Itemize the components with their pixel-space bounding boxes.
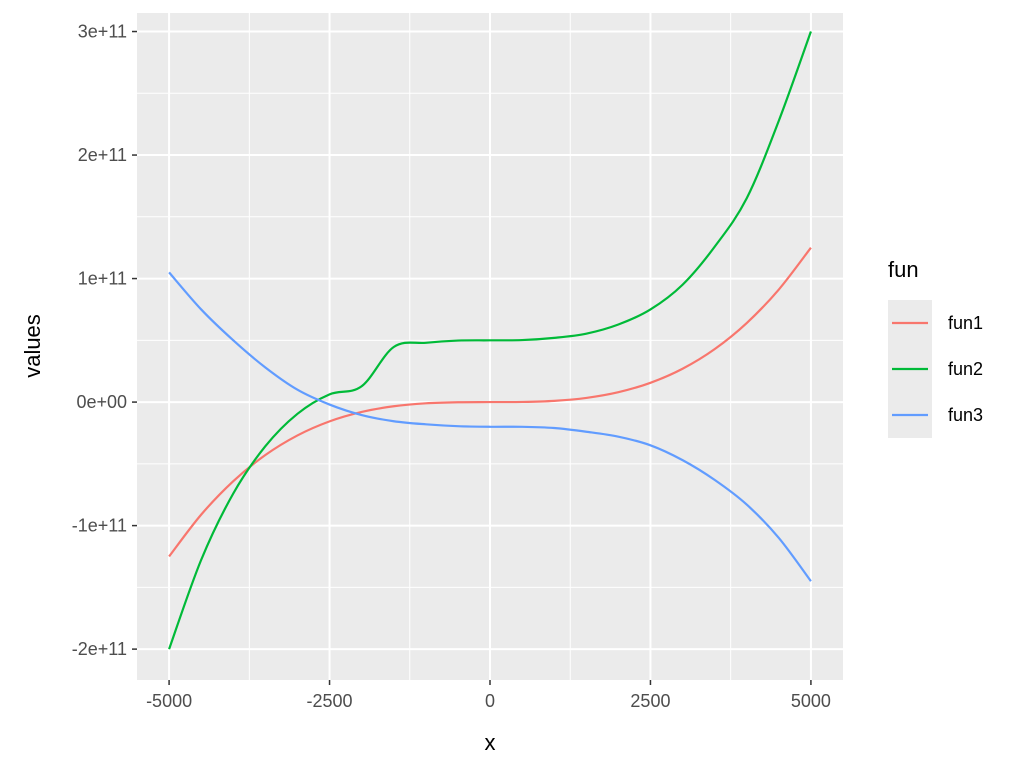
series-line-fun2	[168, 31, 812, 650]
y-tick-label: 1e+11	[78, 269, 127, 289]
y-axis: -2e+11 -1e+11 0e+00 1e+11 2e+11 3e+11	[72, 22, 137, 659]
x-axis-title: x	[485, 730, 496, 755]
legend-label-fun1: fun1	[948, 313, 983, 333]
series-line-fun3	[168, 271, 812, 582]
x-tick-label: -2500	[307, 691, 353, 711]
legend-label-fun3: fun3	[948, 405, 983, 425]
legend-keys: fun1 fun2 fun3	[888, 300, 983, 438]
x-axis: -5000 -2500 0 2500 5000	[146, 680, 831, 711]
x-tick-label: 0	[485, 691, 495, 711]
y-tick-label: -1e+11	[72, 516, 127, 536]
x-tick-label: 5000	[791, 691, 831, 711]
legend-title: fun	[888, 257, 919, 282]
y-tick-label: 2e+11	[78, 145, 127, 165]
y-tick-label: -2e+11	[72, 639, 127, 659]
x-tick-label: -5000	[146, 691, 192, 711]
series-line-fun1	[168, 247, 812, 558]
y-tick-label: 0e+00	[76, 392, 127, 412]
series-lines	[168, 31, 812, 650]
legend: fun fun1 fun2 fun3	[888, 257, 983, 438]
x-tick-label: 2500	[630, 691, 670, 711]
legend-label-fun2: fun2	[948, 359, 983, 379]
y-axis-title: values	[20, 314, 45, 378]
y-tick-label: 3e+11	[78, 22, 127, 42]
grid-major	[137, 13, 843, 680]
